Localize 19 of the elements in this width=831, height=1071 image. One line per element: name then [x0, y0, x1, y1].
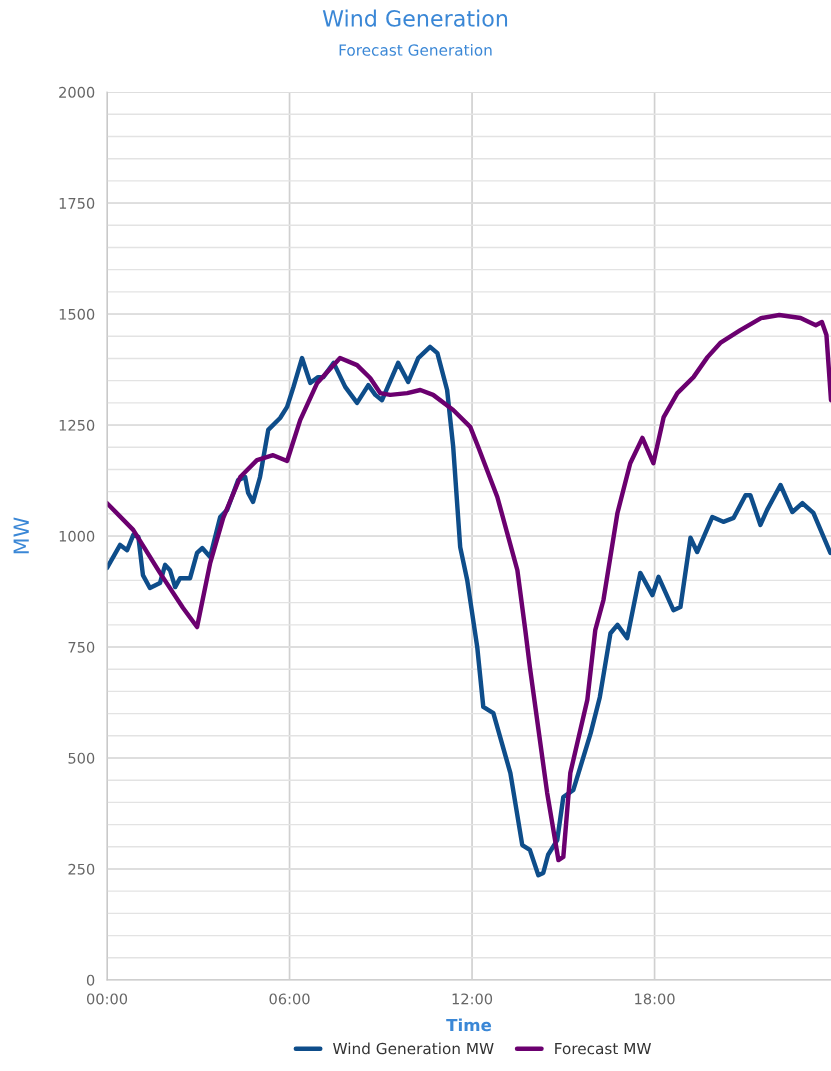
x-tick-label: 00:00 [86, 993, 128, 1005]
chart-subtitle: Forecast Generation [339, 44, 492, 56]
y-tick-label: 500 [68, 752, 95, 764]
legend-label: Wind Generation MW [333, 1042, 494, 1055]
y-tick-label: 750 [68, 641, 95, 653]
y-tick-label: 250 [68, 863, 95, 875]
y-tick-label: 1750 [59, 197, 95, 209]
y-tick-label: 2000 [59, 86, 95, 98]
y-tick-label: 1250 [59, 419, 95, 431]
y-axis-title: MW [13, 517, 29, 554]
legend-label: Forecast MW [555, 1042, 651, 1055]
x-tick-label: 06:00 [269, 993, 310, 1005]
y-tick-label: 1000 [59, 530, 95, 542]
y-tick-label: 1500 [59, 308, 95, 320]
chart-title: Wind Generation [322, 9, 508, 27]
y-tick-label: 0 [86, 974, 95, 986]
x-tick-label: 18:00 [635, 993, 675, 1005]
x-tick-label: 12:00 [452, 993, 493, 1005]
x-axis-title: Time [446, 1018, 492, 1032]
